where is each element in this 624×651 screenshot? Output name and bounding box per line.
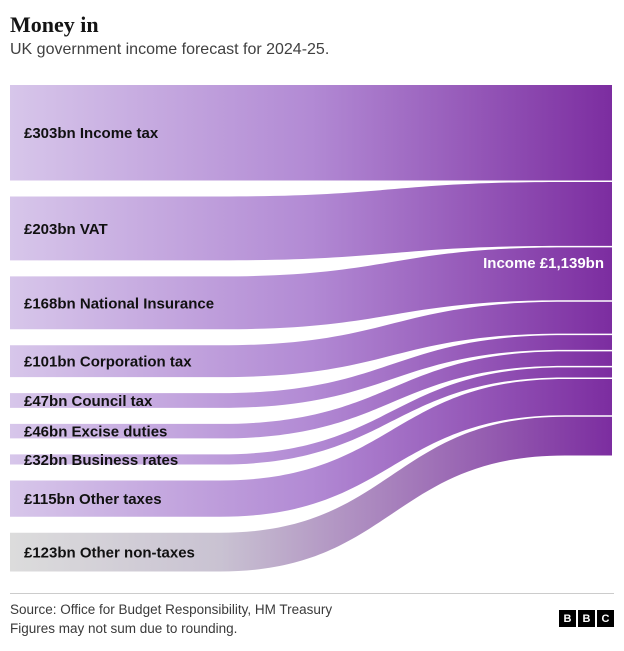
income-total-label: Income £1,139bn bbox=[483, 255, 604, 272]
flow-label-income-tax: £303bn Income tax bbox=[24, 125, 159, 142]
flow-excise-duties bbox=[10, 351, 612, 439]
bbc-logo-block-b2: B bbox=[578, 610, 595, 627]
flow-label-other-non-taxes: £123bn Other non-taxes bbox=[24, 545, 195, 562]
flow-label-council-tax: £47bn Council tax bbox=[24, 393, 153, 410]
source-note: Source: Office for Budget Responsibility… bbox=[10, 600, 332, 638]
flow-label-corporation-tax: £101bn Corporation tax bbox=[24, 354, 192, 371]
flow-council-tax bbox=[10, 335, 612, 408]
sankey-chart: £303bn Income tax £203bn VAT £168bn Nation… bbox=[10, 85, 612, 572]
flow-business-rates bbox=[10, 367, 612, 465]
source-line-1: Source: Office for Budget Responsibility… bbox=[10, 602, 333, 617]
bbc-logo-block-b1: B bbox=[559, 610, 576, 627]
flow-label-national-insurance: £168bn National Insurance bbox=[24, 295, 214, 312]
chart-title: Money in bbox=[10, 12, 99, 37]
flow-label-vat: £203bn VAT bbox=[24, 221, 108, 238]
chart-subtitle: UK government income forecast for 2024-2… bbox=[10, 41, 330, 58]
bbc-logo-block-c: C bbox=[597, 610, 614, 627]
flow-income-tax bbox=[10, 85, 612, 181]
bbc-logo: B B C bbox=[559, 610, 614, 627]
flow-other-taxes bbox=[10, 379, 612, 517]
flow-other-non-taxes bbox=[10, 416, 612, 572]
flow-label-other-taxes: £115bn Other taxes bbox=[24, 491, 162, 508]
flow-label-business-rates: £32bn Business rates bbox=[24, 452, 178, 469]
source-line-2: Figures may not sum due to rounding. bbox=[10, 621, 238, 636]
flow-label-excise-duties: £46bn Excise duties bbox=[24, 424, 167, 441]
footer-divider bbox=[10, 593, 614, 594]
flow-corporation-tax bbox=[10, 301, 612, 378]
flow-national-insurance bbox=[10, 247, 612, 330]
flow-vat bbox=[10, 181, 612, 261]
